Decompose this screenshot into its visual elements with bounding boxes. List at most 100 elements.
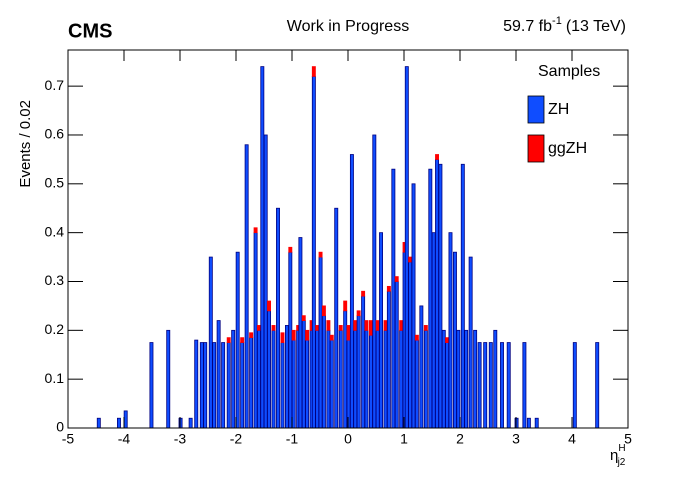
bar-segment (526, 417, 531, 429)
y-tick-label: 0.3 (45, 272, 65, 288)
bar-segment (291, 329, 296, 341)
x-tick-label: -5 (62, 431, 75, 447)
x-tick-label: 0 (344, 431, 352, 447)
bar-segment (267, 300, 272, 312)
energy: (13 TeV) (566, 18, 626, 35)
bar-segment (188, 417, 193, 429)
y-tick-label: 0.1 (45, 370, 65, 386)
bar-segment (488, 342, 493, 429)
bar-segment (356, 315, 361, 429)
bar-segment (96, 417, 101, 429)
bar-segment (338, 325, 343, 331)
subtitle: Work in Progress (287, 18, 409, 35)
bar-segment (353, 329, 358, 429)
bar-segment (301, 320, 306, 429)
bar-segment (203, 342, 208, 429)
bar-segment (394, 281, 399, 429)
bar-segment (271, 329, 276, 429)
legend-swatch (527, 95, 545, 124)
bar-segment (194, 339, 199, 429)
bar-segment (483, 342, 488, 429)
bar-segment (431, 232, 436, 429)
bar-segment (235, 251, 240, 429)
legend-title: Samples (538, 63, 600, 80)
bar-segment (452, 251, 457, 429)
bar-segment (361, 290, 366, 297)
bar-segment (445, 337, 450, 343)
x-tick-label: -1 (286, 431, 299, 447)
bar-segment (383, 329, 388, 429)
bar-segment (216, 320, 221, 429)
bar-segment (231, 329, 236, 429)
x-label-sub: j2 (617, 457, 626, 468)
bar-segment (301, 315, 306, 321)
y-tick-label: 0.2 (45, 321, 65, 337)
y-tick-label: 0 (56, 419, 64, 435)
bar-segment (477, 342, 482, 429)
lumi: 59.7 fb (503, 18, 552, 35)
bar-segment (253, 227, 258, 234)
legend-label: ZH (548, 101, 569, 118)
bar-segment (315, 325, 320, 331)
bar-segment (212, 342, 217, 429)
bar-segment (460, 163, 465, 429)
bar-segment (280, 342, 285, 429)
x-label-main: η (610, 447, 618, 464)
bar-segment (448, 232, 453, 429)
bar-segment (534, 417, 539, 429)
bar-segment (326, 329, 331, 429)
bar-segment (318, 256, 323, 429)
bar-segment (199, 342, 204, 429)
lumi-sup: -1 (552, 15, 562, 27)
x-tick-label: -3 (174, 431, 187, 447)
bar-segment (263, 134, 268, 429)
x-tick-label: 3 (512, 431, 520, 447)
bar-segment (414, 339, 419, 429)
bar-segment (298, 237, 303, 429)
bar-segment (399, 329, 404, 429)
bar-segment (349, 154, 354, 429)
legend-label: ggZH (548, 140, 587, 157)
bar-segment (338, 329, 343, 429)
bar-segment (226, 342, 231, 429)
bar-segment (240, 342, 245, 429)
bar-segment (305, 339, 310, 429)
bar-segment (315, 329, 320, 429)
bar-segment (386, 290, 391, 429)
bar-segment (334, 207, 339, 429)
bar-segment (256, 329, 261, 429)
bar-segment (249, 332, 254, 339)
bar-segment (419, 305, 424, 429)
bar-segment (346, 325, 351, 341)
bar-segment (346, 339, 351, 429)
bar-segment (428, 168, 433, 429)
bar-segment (375, 329, 380, 429)
bar-segment (305, 329, 310, 341)
bar-segment (123, 410, 128, 429)
bar-segment (595, 342, 600, 429)
x-label-sup: H (618, 443, 625, 454)
bar-segment (329, 334, 334, 341)
bar-segment (149, 342, 154, 429)
bar-segment (364, 320, 369, 331)
bar-segment (468, 256, 473, 429)
bar-segment (117, 417, 121, 429)
bar-segment (260, 66, 265, 429)
bar-segment (414, 334, 419, 341)
bar-segment (178, 417, 183, 429)
bar-segment (464, 329, 469, 429)
bar-segment (473, 329, 478, 429)
bar-segment (445, 342, 450, 429)
bar-segment (329, 339, 334, 429)
experiment: CMS (68, 20, 112, 42)
bar-segment (435, 154, 440, 160)
bar-segment (364, 329, 369, 429)
bar-segment (404, 66, 409, 429)
bar-segment (321, 305, 326, 317)
bar-segment (375, 320, 380, 331)
bar-segment (435, 158, 440, 429)
bar-segment (267, 310, 272, 429)
bar-segment (318, 251, 323, 258)
bar-segment (326, 320, 331, 331)
